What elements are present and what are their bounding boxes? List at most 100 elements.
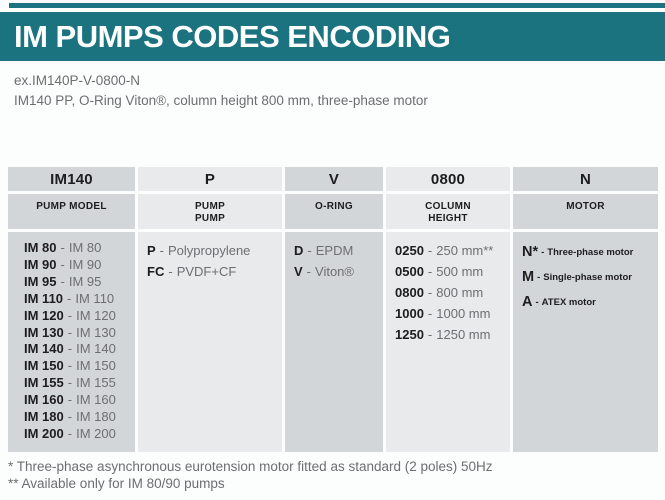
entry-desc: IM 155 (76, 375, 116, 391)
entry-line: IM 180- IM 180 (24, 409, 131, 426)
body-cell-1: IM 80- IM 80 IM 90- IM 90 IM 95- IM 95 IM 110-… (8, 232, 135, 452)
entry-separator: - (60, 273, 65, 289)
entry-desc: 500 mm (436, 264, 484, 279)
entry-code: A (522, 294, 533, 310)
entry-code: IM 120 (24, 307, 64, 323)
table-code-row: IM140 P V 0800 N (8, 167, 658, 191)
entry-desc: IM 200 (76, 425, 116, 441)
entry-code: IM 130 (24, 324, 64, 340)
entry-code: IM 140 (24, 341, 64, 357)
entry-desc: EPDM (315, 243, 354, 258)
entry-desc: IM 80 (68, 240, 102, 255)
entry-code: P (147, 243, 156, 258)
entry-desc: IM 110 (75, 290, 115, 306)
entry-desc: IM 130 (76, 324, 116, 340)
entry-code: D (294, 243, 304, 258)
entry-code: V (294, 264, 303, 279)
entry-code: 0500 (395, 264, 424, 279)
page-title: IM PUMPS CODES ENCODING (14, 18, 451, 54)
entry-separator: - (307, 243, 312, 258)
entry-separator: - (67, 425, 73, 441)
entry-separator: - (60, 256, 65, 272)
entry-line: IM 155- IM 155 (24, 375, 131, 392)
label-cell-3: O-RING (285, 194, 383, 229)
entry-desc: Viton® (315, 264, 354, 279)
code-cell-5: N (513, 167, 658, 191)
entry-separator: - (60, 240, 65, 255)
entry-separator: - (67, 409, 73, 425)
footnote-motor: * Three-phase asynchronous eurotension m… (8, 459, 493, 474)
entry-code: 1000 (395, 306, 424, 321)
entry-code: 0800 (395, 285, 424, 300)
entry-separator: - (67, 375, 73, 391)
code-cell-4: 0800 (386, 167, 510, 191)
entry-code: IM 95 (24, 273, 57, 289)
entry-line: 1250-1250 mm (395, 324, 506, 345)
entry-desc: Single-phase motor (543, 271, 632, 283)
entry-line: FC - PVDF+CF (147, 261, 278, 282)
entry-desc: IM 160 (76, 392, 116, 408)
code-cell-3: V (285, 167, 383, 191)
footnotes: * Three-phase asynchronous eurotension m… (8, 459, 493, 492)
entry-desc: 250 mm** (436, 243, 494, 258)
codes-table: IM140 P V 0800 N PUMP MODEL PUMP PUMP O-RING COL… (8, 167, 658, 455)
entry-desc: IM 120 (76, 307, 116, 323)
body-cell-4: 0250-250 mm** 0500-500 mm 0800-800 mm 1000-… (386, 232, 510, 452)
entry-desc: ATEX motor (541, 296, 596, 308)
entry-line: IM 120- IM 120 (24, 308, 131, 325)
entry-line: 0800-800 mm (395, 282, 506, 303)
label-cell-1: PUMP MODEL (8, 194, 135, 229)
table-label-row: PUMP MODEL PUMP PUMP O-RING COLUMN HEIGHT MO… (8, 194, 658, 229)
entry-code: IM 200 (24, 425, 64, 441)
title-bar: IM PUMPS CODES ENCODING (0, 12, 665, 61)
footnote-column: ** Available only for IM 80/90 pumps (8, 475, 225, 491)
table-body-row: IM 80- IM 80 IM 90- IM 90 IM 95- IM 95 IM 110-… (8, 232, 658, 452)
entry-line: IM 130- IM 130 (24, 325, 131, 342)
example-block: ex.IM140P-V-0800-N IM140 PP, O-Ring Vito… (14, 71, 428, 111)
entry-separator: - (67, 358, 73, 374)
entry-separator: - (67, 392, 73, 408)
code-cell-1: IM140 (8, 167, 135, 191)
entry-separator: - (67, 341, 73, 357)
example-code: ex.IM140P-V-0800-N (14, 73, 141, 88)
entry-code: IM 90 (24, 256, 57, 272)
entry-separator: - (306, 264, 312, 279)
label-cell-2: PUMP PUMP (138, 194, 282, 229)
entry-line: 0500-500 mm (395, 261, 506, 282)
entry-line: 0250-250 mm** (395, 240, 506, 261)
entry-separator: - (67, 324, 73, 340)
body-cell-2: P - Polypropylene FC - PVDF+CF (138, 232, 282, 452)
entry-separator: - (535, 296, 539, 308)
entry-code: IM 160 (24, 392, 64, 408)
entry-code: IM 155 (24, 375, 64, 391)
entry-desc: IM 180 (76, 409, 116, 425)
entry-code: N* (522, 244, 539, 260)
entry-line: IM 90- IM 90 (24, 257, 131, 274)
entry-line: IM 150- IM 150 (24, 358, 131, 375)
entry-line: IM 95- IM 95 (24, 274, 131, 291)
entry-desc: IM 150 (76, 358, 116, 374)
entry-line: IM 140- IM 140 (24, 341, 131, 358)
entry-code: 1250 (395, 327, 424, 342)
body-cell-3: D - EPDM V - Viton® (285, 232, 383, 452)
entry-line: A - ATEX motor (522, 290, 654, 315)
entry-separator: - (67, 290, 72, 306)
entry-line: V - Viton® (294, 261, 379, 282)
entry-line: 1000-1000 mm (395, 303, 506, 324)
entry-desc: 1250 mm (436, 327, 491, 342)
entry-desc: IM 95 (68, 273, 102, 289)
entry-desc: IM 140 (76, 341, 116, 357)
entry-desc: Three-phase motor (547, 246, 634, 258)
entry-code: 0250 (395, 243, 424, 258)
entry-line: IM 200- IM 200 (24, 426, 131, 443)
entry-line: D - EPDM (294, 240, 379, 261)
entry-code: IM 80 (24, 240, 57, 255)
body-cell-5: N* - Three-phase motor M - Single-phase motor… (513, 232, 658, 452)
entry-separator: - (159, 243, 165, 258)
label-cell-4: COLUMN HEIGHT (386, 194, 510, 229)
entry-line: P - Polypropylene (147, 240, 278, 261)
code-cell-2: P (138, 167, 282, 191)
entry-desc: PVDF+CF (176, 264, 237, 279)
entry-desc: IM 90 (68, 256, 102, 272)
label-cell-5: MOTOR (513, 194, 658, 229)
